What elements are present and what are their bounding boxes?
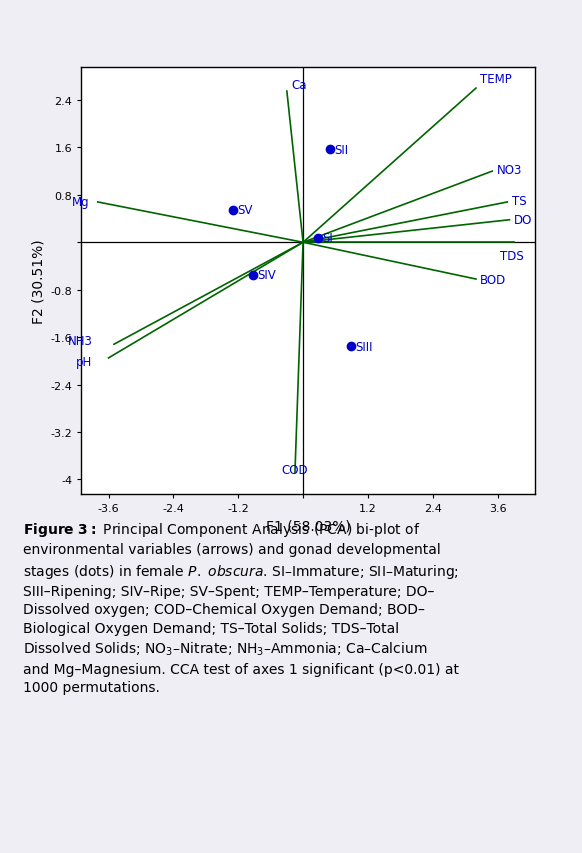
Text: NH3: NH3 [68, 334, 93, 347]
Text: DO: DO [514, 214, 532, 227]
Text: Mg: Mg [72, 196, 90, 209]
Text: BOD: BOD [480, 273, 506, 287]
Text: pH: pH [76, 356, 93, 368]
X-axis label: F1 (58.03%): F1 (58.03%) [266, 519, 351, 533]
Text: TDS: TDS [501, 250, 524, 263]
Text: $\bf{Figure\ 3:}$ Principal Component Analysis (PCA) bi-plot of
environmental va: $\bf{Figure\ 3:}$ Principal Component An… [23, 520, 459, 694]
Text: SI: SI [322, 232, 333, 245]
Text: SII: SII [335, 143, 349, 156]
Text: TS: TS [512, 195, 526, 208]
Text: SIV: SIV [258, 269, 276, 282]
Text: Ca: Ca [291, 79, 307, 92]
Text: TEMP: TEMP [480, 73, 512, 86]
Text: SV: SV [237, 204, 253, 217]
Text: SIII: SIII [355, 340, 372, 353]
Text: COD: COD [282, 463, 308, 476]
Y-axis label: F2 (30.51%): F2 (30.51%) [31, 239, 45, 324]
Text: NO3: NO3 [496, 165, 522, 177]
